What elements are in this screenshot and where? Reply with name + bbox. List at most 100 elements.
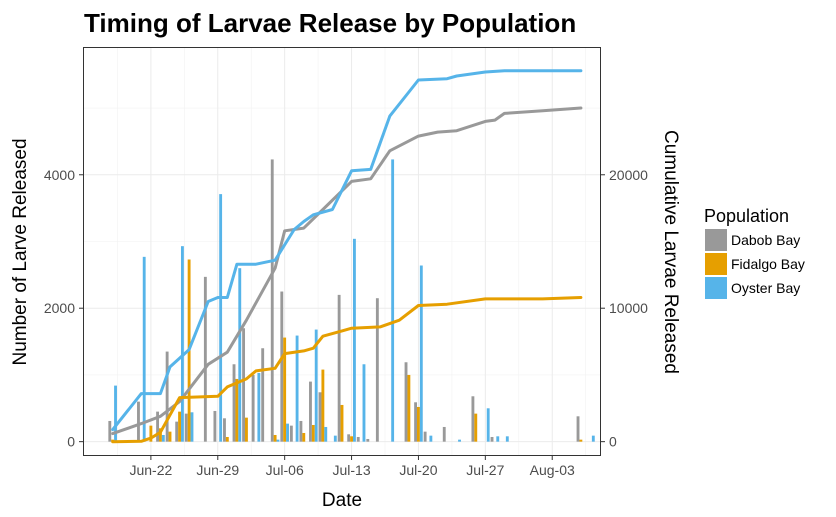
x-tick-label: Jul-27 [466, 462, 504, 478]
bar-oyster-bay [505, 436, 509, 442]
bar-oyster-bay [161, 434, 165, 442]
bar-oyster-bay [286, 423, 289, 442]
legend-title: Population [704, 206, 789, 226]
bar-fidalgo-bay [407, 374, 411, 442]
y2-tick-label: 20000 [609, 167, 648, 183]
bar-dabob-bay [299, 420, 303, 442]
cumulative-line-fidalgo-bay [111, 296, 583, 444]
bar-oyster-bay [219, 194, 223, 442]
bar-fidalgo-bay [311, 424, 315, 442]
bar-dabob-bay [165, 351, 169, 442]
bar-dabob-bay [309, 381, 312, 442]
bar-dabob-bay [261, 348, 265, 442]
y-axis-left: 0 2000 4000 [44, 167, 84, 450]
bar-dabob-bay [356, 436, 360, 442]
bar-oyster-bay [295, 335, 299, 442]
bar-fidalgo-bay [159, 428, 162, 442]
bar-dabob-bay [203, 276, 207, 442]
bar-fidalgo-bay [245, 417, 248, 442]
bar-dabob-bay [223, 418, 226, 442]
y2-axis-title: Cumulative Larvae Released [660, 130, 681, 374]
cumulative-line-oyster-bay [111, 69, 583, 432]
bar-fidalgo-bay [340, 404, 344, 442]
legend: Population Dabob Bay Fidalgo Bay Oyster Ba… [704, 206, 805, 299]
legend-label-fidalgo-bay: Fidalgo Bay [731, 256, 805, 272]
y-tick-label: 2000 [44, 300, 75, 316]
bar-dabob-bay [576, 416, 580, 442]
bar-dabob-bay [347, 434, 351, 442]
bar-fidalgo-bay [273, 434, 277, 442]
y2-tick-label: 0 [609, 434, 617, 450]
bar-oyster-bay [333, 435, 337, 442]
bar-fidalgo-bay [283, 337, 287, 442]
bar-dabob-bay [242, 328, 246, 442]
bar-oyster-bay [419, 265, 423, 442]
bar-oyster-bay [190, 412, 194, 442]
bar-oyster-bay [591, 435, 595, 442]
bar-fidalgo-bay [321, 369, 325, 442]
bar-oyster-bay [114, 385, 117, 442]
cumulative-lines [111, 69, 583, 444]
y-axis-right: 0 10000 20000 [600, 167, 648, 450]
bar-dabob-bay [404, 362, 408, 442]
minor-grid [84, 48, 600, 455]
x-tick-label: Jun-29 [196, 462, 239, 478]
bar-dabob-bay [280, 291, 284, 442]
bar-oyster-bay [180, 246, 184, 442]
bar-dabob-bay [289, 425, 293, 442]
bar-oyster-bay [458, 439, 461, 442]
bar-oyster-bay [429, 435, 433, 442]
bar-dabob-bay [423, 431, 427, 442]
legend-key-fidalgo-bay [705, 253, 727, 275]
bar-oyster-bay [486, 408, 490, 442]
bar-dabob-bay [442, 426, 446, 442]
y-axis-title: Number of Larve Released [10, 138, 31, 365]
bar-dabob-bay [375, 298, 379, 442]
x-tick-label: Aug-03 [530, 462, 575, 478]
legend-label-oyster-bay: Oyster Bay [731, 280, 800, 296]
bar-dabob-bay [414, 402, 418, 442]
bar-dabob-bay [232, 364, 236, 442]
bar-oyster-bay [276, 439, 280, 442]
plot-panel-border [83, 47, 601, 456]
y-tick-label: 0 [67, 434, 75, 450]
bar-dabob-bay [108, 420, 112, 442]
bar-dabob-bay [156, 411, 160, 442]
bar-dabob-bay [471, 396, 475, 442]
daily-release-bars [108, 159, 595, 442]
bar-oyster-bay [142, 256, 146, 442]
bar-dabob-bay [137, 401, 140, 442]
bar-oyster-bay [238, 268, 242, 442]
cumulative-line-dabob-bay [111, 106, 583, 436]
x-tick-label: Jun-22 [129, 462, 172, 478]
bar-fidalgo-bay [417, 406, 420, 442]
y-tick-label: 4000 [44, 167, 75, 183]
legend-key-oyster-bay [705, 277, 727, 299]
legend-label-dabob-bay: Dabob Bay [731, 232, 800, 248]
bar-oyster-bay [352, 238, 356, 442]
bar-oyster-bay [314, 329, 318, 442]
x-axis: Jun-22 Jun-29 Jul-06 Jul-13 Jul-20 Jul-27 Aug-… [129, 455, 575, 478]
x-tick-label: Jul-06 [266, 462, 304, 478]
y2-tick-label: 10000 [609, 300, 648, 316]
x-tick-label: Jul-13 [332, 462, 370, 478]
bar-dabob-bay [270, 159, 274, 442]
plot-panel [83, 47, 601, 456]
bar-dabob-bay [318, 392, 322, 442]
bar-fidalgo-bay [350, 436, 353, 442]
bar-fidalgo-bay [474, 413, 478, 442]
bar-fidalgo-bay [579, 439, 583, 442]
bar-fidalgo-bay [225, 436, 229, 442]
bar-dabob-bay [337, 294, 341, 442]
bar-dabob-bay [175, 421, 179, 442]
bar-fidalgo-bay [149, 425, 153, 442]
bar-fidalgo-bay [168, 431, 172, 442]
bar-oyster-bay [362, 364, 366, 442]
bar-dabob-bay [490, 436, 494, 442]
bar-oyster-bay [496, 436, 500, 442]
bar-fidalgo-bay [235, 378, 239, 442]
bar-fidalgo-bay [178, 411, 181, 442]
bar-dabob-bay [366, 438, 370, 442]
chart-title: Timing of Larvae Release by Population [84, 8, 576, 38]
